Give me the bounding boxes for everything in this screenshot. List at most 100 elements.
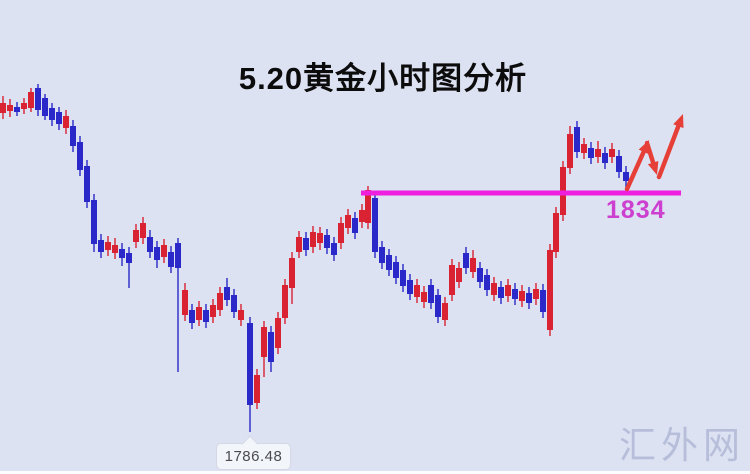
candle-body — [470, 258, 476, 272]
candle-body — [435, 295, 441, 317]
candle-body — [105, 242, 111, 250]
candle-body — [345, 215, 351, 228]
candle-body — [91, 200, 97, 244]
low-price-tooltip: 1786.48 — [216, 435, 291, 470]
candle-body — [303, 238, 309, 250]
candle-body — [331, 243, 337, 255]
candle-body — [428, 285, 434, 303]
candle-body — [498, 287, 504, 298]
candle-body — [338, 223, 344, 243]
candle-body — [449, 265, 455, 295]
candle-body — [519, 291, 525, 301]
chart-title: 5.20黄金小时图分析 — [238, 61, 528, 96]
candle-body — [324, 235, 330, 248]
candle-body — [540, 290, 546, 312]
candle-body — [352, 218, 358, 233]
candle-body — [161, 245, 167, 257]
candle-body — [112, 245, 118, 253]
candle-body — [21, 103, 27, 109]
candle-body — [217, 293, 223, 310]
candle-body — [154, 247, 160, 260]
candle-body — [147, 237, 153, 252]
candle-body — [400, 270, 406, 286]
candle-body — [231, 295, 237, 312]
candle-body — [224, 287, 230, 300]
candle-body — [547, 250, 553, 330]
candle-body — [296, 237, 302, 252]
candle-body — [0, 103, 6, 113]
candle-body — [533, 289, 539, 299]
candle-body — [581, 144, 587, 153]
candle-body — [42, 98, 48, 116]
candle-body — [268, 332, 274, 362]
candle-body — [168, 252, 174, 267]
candle-body — [421, 292, 427, 302]
candle-body — [616, 156, 622, 172]
candle-body — [477, 268, 483, 282]
candle-body — [49, 108, 55, 120]
candle-body — [491, 283, 497, 295]
candle-body — [289, 258, 295, 288]
trend-arrow-up-head-icon — [673, 114, 684, 129]
candle-body — [512, 289, 518, 299]
candle-body — [365, 190, 371, 223]
candle-body — [317, 233, 323, 243]
candle-body — [359, 210, 365, 222]
candle-body — [254, 375, 260, 403]
candle-body — [119, 249, 125, 258]
candle-body — [505, 285, 511, 296]
candle-body — [63, 116, 69, 128]
candle-body — [623, 172, 629, 181]
resistance-line — [361, 190, 681, 196]
candle-body — [372, 198, 378, 252]
candle-body — [182, 290, 188, 315]
candle-body — [77, 142, 83, 170]
candle-body — [588, 148, 594, 158]
trend-arrow-down — [644, 140, 657, 168]
candle-body — [140, 223, 146, 238]
candle-body — [238, 310, 244, 320]
candle-body — [310, 232, 316, 247]
candle-body — [526, 293, 532, 303]
candle-body — [442, 303, 448, 320]
candle-body — [56, 112, 62, 124]
candle-body — [70, 126, 76, 146]
candle-body — [275, 318, 281, 348]
candle-body — [35, 88, 41, 110]
candle-body — [463, 253, 469, 268]
candle-body — [247, 323, 253, 405]
candle-body — [133, 230, 139, 242]
candle-body — [210, 305, 216, 317]
candle-body — [567, 134, 573, 168]
candle-body — [407, 280, 413, 294]
candle-body — [98, 240, 104, 252]
candle-body — [484, 275, 490, 290]
candle-body — [386, 255, 392, 270]
candle-body — [282, 285, 288, 318]
candle-body — [7, 105, 13, 111]
candle-body — [28, 92, 34, 108]
low-price-value: 1786.48 — [224, 448, 283, 465]
candle-body — [379, 247, 385, 263]
candle-body — [196, 307, 202, 320]
candle-body — [175, 243, 181, 268]
candle-body — [393, 262, 399, 278]
candle-body — [261, 327, 267, 357]
trend-arrow-up — [624, 146, 648, 192]
candle-body — [574, 127, 580, 152]
candle-body — [595, 149, 601, 157]
candle-body — [189, 310, 195, 323]
candle-body — [14, 107, 20, 112]
trend-arrow-up — [656, 121, 682, 180]
candle-body — [609, 149, 615, 157]
resistance-price-label: 1834 — [606, 196, 666, 224]
candle-body — [126, 253, 132, 263]
candle-body — [84, 166, 90, 202]
candle-body — [553, 213, 559, 252]
candle-body — [203, 310, 209, 322]
candle-body — [456, 268, 462, 282]
bottom-strip — [0, 471, 750, 474]
candle-body — [414, 285, 420, 297]
